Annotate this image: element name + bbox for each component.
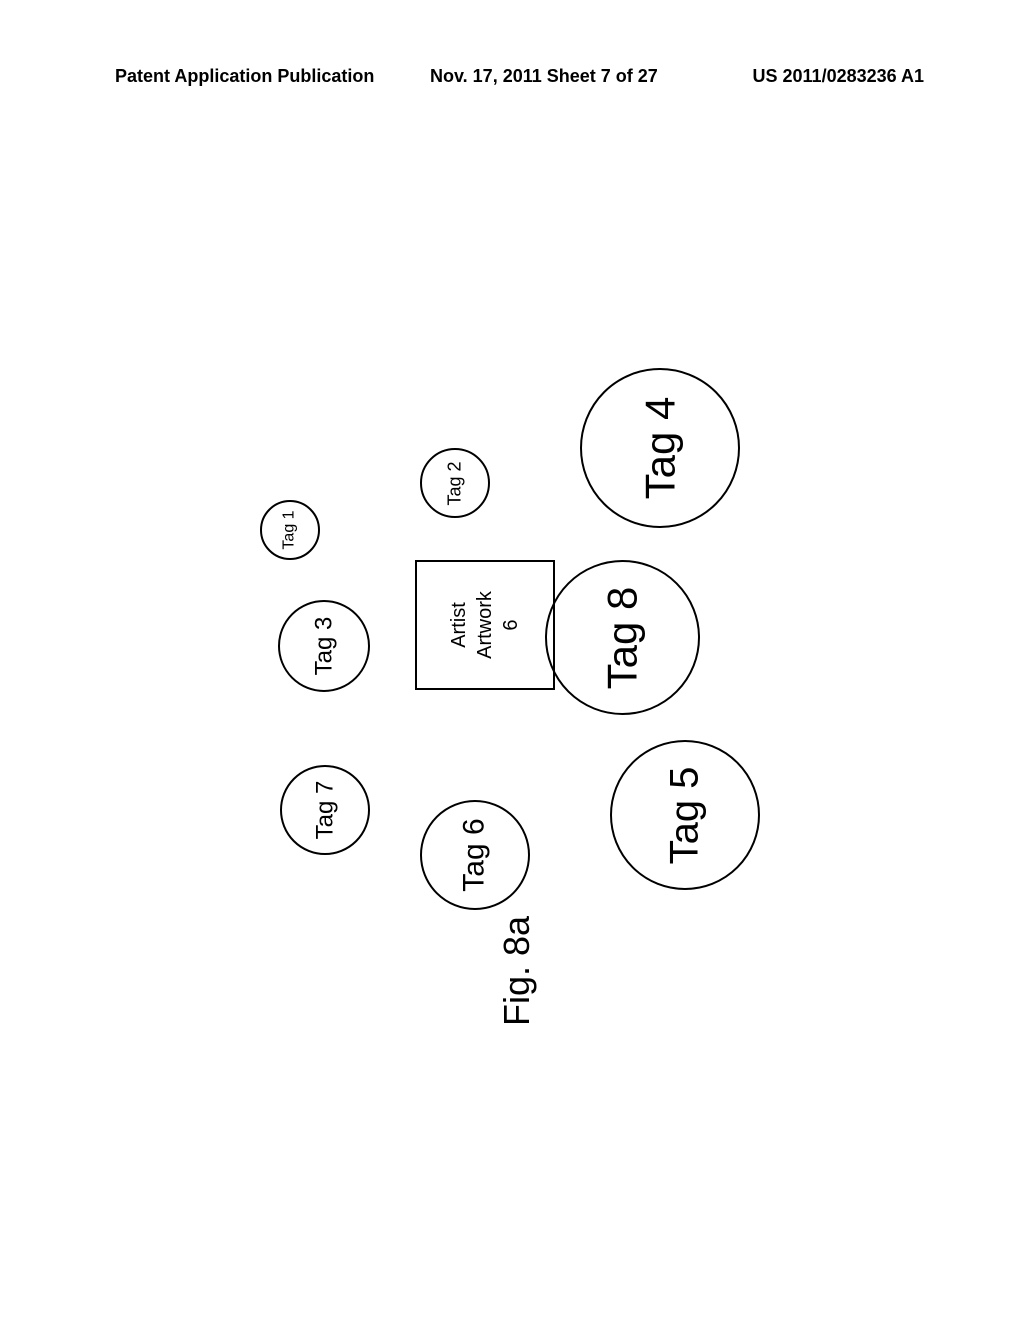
artwork-label: ArtistArtwork6 (446, 591, 524, 659)
tag-label-3: Tag 3 (310, 617, 338, 676)
tag-label-7: Tag 7 (311, 781, 339, 840)
tag-label-8: Tag 8 (599, 586, 647, 689)
tag-circle-5: Tag 5 (610, 740, 760, 890)
tag-circle-1: Tag 1 (260, 500, 320, 560)
diagram-area: ArtistArtwork6 Tag 1 Tag 2 Tag 3 Tag 4 Tag 5 T… (0, 0, 1024, 1320)
figure-label: Fig. 8a (496, 916, 538, 1026)
tag-circle-6: Tag 6 (420, 800, 530, 910)
tag-circle-3: Tag 3 (278, 600, 370, 692)
tag-circle-2: Tag 2 (420, 448, 490, 518)
artwork-box: ArtistArtwork6 (415, 560, 555, 690)
tag-label-5: Tag 5 (662, 766, 707, 864)
tag-label-2: Tag 2 (444, 461, 465, 505)
tag-label-1: Tag 1 (281, 510, 299, 549)
tag-label-4: Tag 4 (636, 397, 684, 500)
tag-circle-8: Tag 8 (545, 560, 700, 715)
tag-label-6: Tag 6 (458, 818, 492, 891)
tag-circle-7: Tag 7 (280, 765, 370, 855)
tag-circle-4: Tag 4 (580, 368, 740, 528)
